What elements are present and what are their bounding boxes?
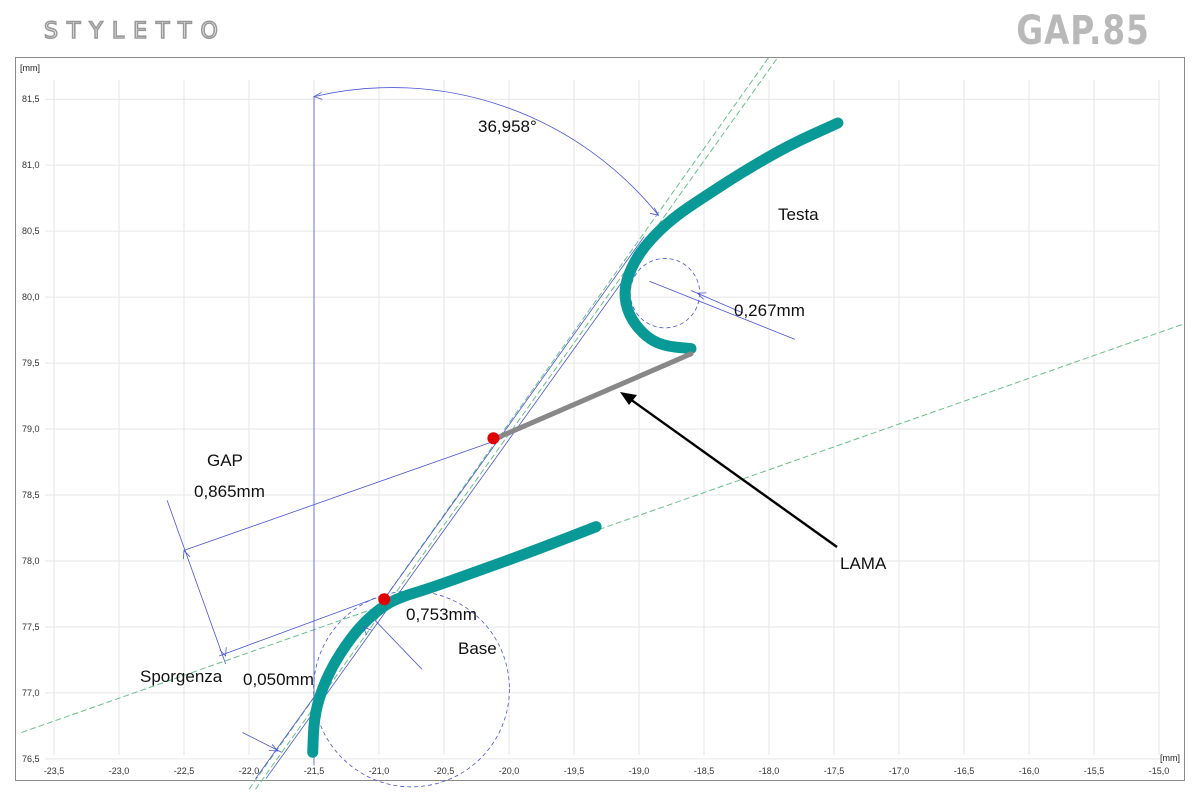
x-tick-label: -19,5 [564, 766, 585, 776]
lama-pointer-line [629, 398, 838, 548]
base-profile [307, 521, 602, 758]
testa-label: Testa [778, 205, 819, 224]
x-tick-label: -16,0 [1019, 766, 1040, 776]
gap-dimension-label: 0,865mm [194, 482, 265, 501]
x-tick-label: -23,5 [44, 766, 65, 776]
brand-logo: STYLETTO [43, 18, 304, 49]
base-radius-circle [313, 590, 510, 788]
gap-dimension-line [166, 500, 226, 665]
y-tick-label: 77,5 [22, 622, 40, 632]
y-tick-label: 81,0 [22, 160, 40, 170]
testa-radius-arrow [696, 292, 707, 300]
angle-arrow-end [649, 207, 660, 216]
model-name: GAP.85 [1016, 8, 1150, 54]
grid [45, 80, 1160, 760]
x-tick-label: -15,5 [1084, 766, 1105, 776]
blade-profiles [307, 117, 844, 758]
base-radius-arrow [362, 626, 372, 636]
testa-radius-label: 0,267mm [734, 301, 805, 320]
x-tick-label: -17,5 [824, 766, 845, 776]
plot-frame [15, 57, 1185, 781]
tangent-guide-base [21, 323, 1186, 733]
lama-label: LAMA [840, 554, 887, 573]
x-tick-label: -23,0 [109, 766, 130, 776]
x-tick-label: -18,5 [694, 766, 715, 776]
lama-pointer-arrowhead [620, 392, 637, 405]
parallel-line-b [265, 236, 655, 779]
angle-arc [313, 87, 659, 216]
x-tick-label: -17,0 [889, 766, 910, 776]
y-tick-label: 78,5 [22, 490, 40, 500]
gap-arrow-bottom [219, 647, 227, 657]
y-tick-label: 78,0 [22, 556, 40, 566]
x-tick-label: -21,5 [304, 766, 325, 776]
x-tick-label: -16,5 [954, 766, 975, 776]
base-radius-label: 0,753mm [406, 605, 477, 624]
x-unit-label: [mm] [1160, 753, 1180, 763]
testa-radius-circle [629, 258, 701, 329]
gap-extension-top [183, 437, 503, 551]
contact-point-testa [487, 432, 500, 445]
y-tick-label: 76,5 [22, 754, 40, 764]
base-radius-leader [372, 617, 423, 670]
sporgenza-dimension-label: 0,050mm [243, 670, 314, 689]
x-tick-label: -20,5 [434, 766, 455, 776]
sporgenza-label: Sporgenza [140, 667, 223, 686]
sporgenza-arrow [268, 744, 279, 752]
y-tick-label: 79,0 [22, 424, 40, 434]
axis-ticks: -23,5 -23,0 -22,5 -22,0 -21,5 -21,0 -20,5 -20,0… [22, 94, 1169, 776]
x-tick-label: -19,0 [629, 766, 650, 776]
angle-dimension-label: 36,958° [478, 117, 537, 136]
y-tick-label: 80,5 [22, 226, 40, 236]
gap-extension-bottom [218, 597, 377, 657]
y-unit-label: [mm] [20, 63, 40, 73]
x-tick-label: -21,0 [369, 766, 390, 776]
lama-blade [493, 351, 694, 441]
x-tick-label: -18,0 [759, 766, 780, 776]
contact-point-base [378, 593, 391, 606]
y-tick-label: 77,0 [22, 688, 40, 698]
y-tick-label: 79,5 [22, 358, 40, 368]
y-tick-label: 80,0 [22, 292, 40, 302]
x-tick-label: -22,0 [239, 766, 260, 776]
x-tick-label: -20,0 [499, 766, 520, 776]
x-tick-label: -15,0 [1149, 766, 1170, 776]
annotations: 36,958° Testa 0,267mm GAP 0,865mm LAMA 0,753mm… [140, 92, 887, 752]
tangent-guide-testa-b [255, 56, 779, 790]
gap-arrow-top [182, 549, 191, 560]
testa-radius-leader-ext [649, 280, 796, 340]
y-tick-label: 81,5 [22, 94, 40, 104]
x-tick-label: -22,5 [174, 766, 195, 776]
testa-profile [619, 117, 844, 355]
base-label: Base [458, 639, 497, 658]
angle-arrow-start [313, 92, 323, 100]
sporgenza-dimension-line [242, 732, 282, 753]
brand-wordmark: STYLETTO [44, 19, 227, 44]
gap-label: GAP [207, 451, 243, 470]
